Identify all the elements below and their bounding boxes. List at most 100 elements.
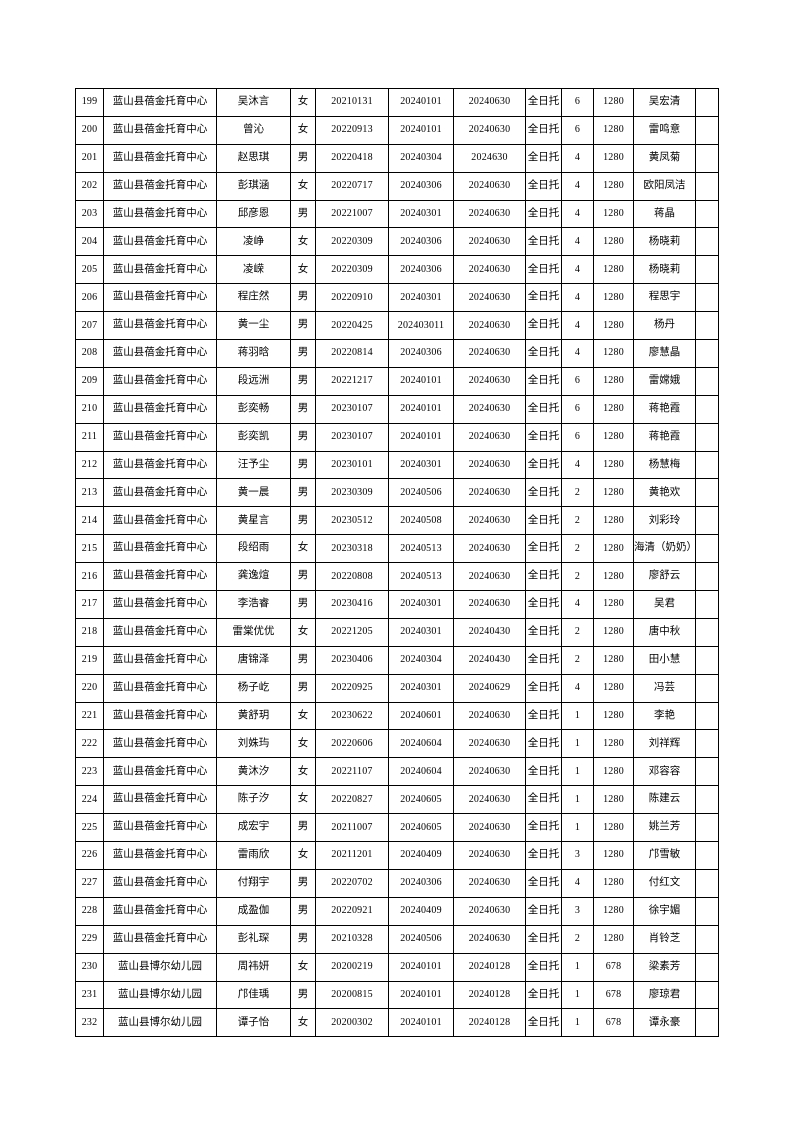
gender: 女 [290,617,316,647]
guardian-name: 梁素芳 [633,952,696,982]
gender: 男 [290,394,316,424]
gender: 女 [290,88,316,117]
end-date: 20240630 [453,283,526,313]
start-date: 20240101 [388,88,454,117]
birth-date: 20221107 [315,757,389,787]
institution-name: 蓝山县蓓金托育中心 [103,924,217,954]
start-date: 20240506 [388,478,454,508]
birth-date: 20210131 [315,88,389,117]
birth-date: 20220606 [315,729,389,759]
gender: 女 [290,701,316,731]
start-date: 20240604 [388,757,454,787]
fee: 1280 [593,394,634,424]
table-row: 230 蓝山县博尔幼儿园 周祎妍女 20200219 20240101 20240128 全… [75,952,719,982]
guardian-name: 杨丹 [633,311,696,341]
blank-cell [695,673,719,703]
row-number: 226 [75,841,104,870]
care-type: 全日托 [525,841,562,870]
gender: 女 [290,841,316,870]
birth-date: 20220808 [315,562,389,592]
end-date: 20240128 [453,1008,526,1038]
care-type: 全日托 [525,422,562,452]
guardian-name: 刘彩玲 [633,506,696,536]
institution-name: 蓝山县博尔幼儿园 [103,980,217,1010]
guardian-name: 廖慧晶 [633,339,696,368]
care-type: 全日托 [525,673,562,703]
months: 2 [561,924,594,954]
months: 4 [561,143,594,173]
end-date: 20240630 [453,868,526,898]
fee: 1280 [593,924,634,954]
child-name: 邱彦恩 [216,199,291,229]
institution-name: 蓝山县蓓金托育中心 [103,478,217,508]
child-name: 彭琪涵 [216,171,291,201]
guardian-name: 田小慧 [633,645,696,675]
fee: 1280 [593,283,634,313]
end-date: 20240630 [453,562,526,592]
end-date: 20240630 [453,478,526,508]
institution-name: 蓝山县蓓金托育中心 [103,813,217,843]
care-type: 全日托 [525,1008,562,1038]
end-date: 2024630 [453,143,526,173]
blank-cell [695,283,719,313]
table-row: 214 蓝山县蓓金托育中心 黄星言男 20230512 20240508 20240630… [75,506,719,536]
row-number: 204 [75,227,104,257]
row-number: 218 [75,617,104,647]
start-date: 20240301 [388,617,454,647]
months: 2 [561,534,594,564]
table-row: 209 蓝山县蓓金托育中心 段远洲男 20221217 20240101 20240630… [75,366,719,396]
fee: 1280 [593,171,634,201]
months: 2 [561,617,594,647]
child-name: 唐锦泽 [216,645,291,675]
table-row: 204 蓝山县蓓金托育中心 凌峥女 20220309 20240306 20240630 全… [75,227,719,257]
months: 6 [561,115,594,145]
end-date: 20240128 [453,952,526,982]
guardian-name: 雷鸣意 [633,115,696,145]
fee: 1280 [593,255,634,285]
gender: 女 [290,534,316,564]
care-type: 全日托 [525,171,562,201]
table-row: 215 蓝山县蓓金托育中心 段绍雨女 20230318 20240513 20240630… [75,534,719,564]
care-type: 全日托 [525,757,562,787]
gender: 男 [290,450,316,480]
blank-cell [695,199,719,229]
institution-name: 蓝山县蓓金托育中心 [103,673,217,703]
months: 4 [561,450,594,480]
start-date: 20240101 [388,394,454,424]
row-number: 229 [75,924,104,954]
fee: 1280 [593,868,634,898]
blank-cell [695,952,719,982]
gender: 女 [290,115,316,145]
fee: 1280 [593,617,634,647]
guardian-name: 雷嫦娥 [633,366,696,396]
months: 6 [561,422,594,452]
months: 4 [561,311,594,341]
gender: 女 [290,785,316,815]
fee: 1280 [593,757,634,787]
care-type: 全日托 [525,729,562,759]
table-row: 217 蓝山县蓓金托育中心 李浩睿男 20230416 20240301 20240630… [75,590,719,619]
institution-name: 蓝山县蓓金托育中心 [103,729,217,759]
gender: 男 [290,422,316,452]
months: 4 [561,171,594,201]
gender: 女 [290,1008,316,1038]
blank-cell [695,88,719,117]
child-name: 陈子汐 [216,785,291,815]
guardian-name: 冯芸 [633,673,696,703]
guardian-name: 姚兰芳 [633,813,696,843]
birth-date: 20230107 [315,422,389,452]
care-type: 全日托 [525,339,562,368]
months: 4 [561,227,594,257]
child-name: 付翔宇 [216,868,291,898]
fee: 1280 [593,590,634,619]
guardian-name: 杨晓莉 [633,227,696,257]
start-date: 20240605 [388,813,454,843]
guardian-name: 蒋艳霞 [633,394,696,424]
blank-cell [695,590,719,619]
care-type: 全日托 [525,115,562,145]
table-row: 228 蓝山县蓓金托育中心 成盈伽男 20220921 20240409 20240630… [75,896,719,926]
institution-name: 蓝山县博尔幼儿园 [103,1008,217,1038]
birth-date: 20220925 [315,673,389,703]
blank-cell [695,562,719,592]
fee: 1280 [593,143,634,173]
